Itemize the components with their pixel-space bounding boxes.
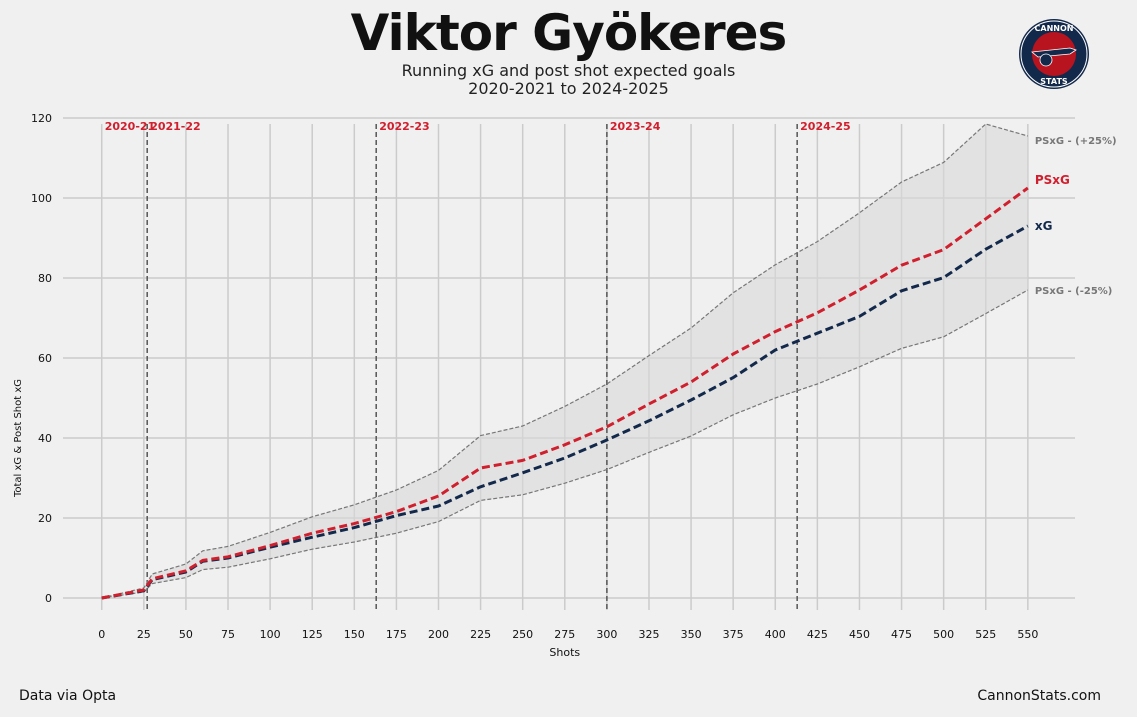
y-tick-label: 100 bbox=[31, 192, 52, 205]
psxg-label: PSxG bbox=[1035, 173, 1070, 187]
x-tick-label: 50 bbox=[179, 628, 193, 641]
psxg-line bbox=[101, 186, 1029, 600]
chart-date-range: 2020-2021 to 2024-2025 bbox=[468, 79, 669, 98]
x-tick-label: 500 bbox=[933, 628, 954, 641]
season-label: 2023-24 bbox=[610, 120, 661, 133]
x-tick-label: 525 bbox=[975, 628, 996, 641]
x-tick-label: 325 bbox=[638, 628, 659, 641]
y-tick-label: 120 bbox=[31, 112, 52, 125]
x-tick-label: 200 bbox=[428, 628, 449, 641]
x-tick-label: 300 bbox=[596, 628, 617, 641]
x-tick-label: 350 bbox=[681, 628, 702, 641]
season-label: 2024-25 bbox=[800, 120, 851, 133]
psxg-lower-label: PSxG - (-25%) bbox=[1035, 286, 1113, 297]
chart-subtitle: Running xG and post shot expected goals bbox=[401, 61, 736, 80]
y-tick-label: 20 bbox=[38, 512, 52, 525]
x-tick-label: 450 bbox=[849, 628, 870, 641]
season-label: 2022-23 bbox=[379, 120, 430, 133]
x-tick-label: 275 bbox=[554, 628, 575, 641]
season-label: 2021-22 bbox=[150, 120, 201, 133]
x-tick-label: 75 bbox=[221, 628, 235, 641]
y-axis-label: Total xG & Post Shot xG bbox=[13, 379, 24, 498]
y-tick-label: 80 bbox=[38, 272, 52, 285]
x-tick-label: 100 bbox=[260, 628, 281, 641]
logo-text-top: CANNON bbox=[1035, 24, 1074, 33]
x-tick-label: 425 bbox=[807, 628, 828, 641]
site-credit: CannonStats.com bbox=[977, 688, 1101, 704]
axis-labels: 0 25 50 75 100 125 150 175 200 225 250 275 300 325 350… bbox=[13, 112, 1038, 659]
series-lines bbox=[101, 123, 1029, 600]
x-tick-label: 0 bbox=[98, 628, 105, 641]
series-labels: PSxG - (+25%) PSxG xG PSxG - (-25%) bbox=[1035, 136, 1117, 297]
psxg-range-fill bbox=[101, 124, 1028, 598]
x-tick-label: 375 bbox=[723, 628, 744, 641]
x-axis-label: Shots bbox=[549, 646, 580, 659]
psxg-upper-label: PSxG - (+25%) bbox=[1035, 136, 1117, 147]
x-tick-label: 475 bbox=[891, 628, 912, 641]
season-label: 2020-21 bbox=[105, 120, 156, 133]
chart-title: Viktor Gyökeres bbox=[350, 4, 788, 62]
y-tick-label: 40 bbox=[38, 432, 52, 445]
y-tick-label: 0 bbox=[45, 592, 52, 605]
y-tick-label: 60 bbox=[38, 352, 52, 365]
psxg-band bbox=[101, 124, 1028, 598]
x-tick-label: 550 bbox=[1017, 628, 1038, 641]
x-tick-label: 225 bbox=[470, 628, 491, 641]
x-tick-label: 150 bbox=[344, 628, 365, 641]
cannon-stats-logo: CANNON STATS bbox=[1019, 19, 1089, 89]
data-source-note: Data via Opta bbox=[19, 688, 117, 704]
x-tick-label: 400 bbox=[765, 628, 786, 641]
psxg-lower-line bbox=[101, 289, 1029, 599]
x-tick-label: 250 bbox=[512, 628, 533, 641]
x-tick-label: 125 bbox=[302, 628, 323, 641]
x-tick-label: 175 bbox=[386, 628, 407, 641]
psxg-upper-line bbox=[101, 123, 1029, 599]
xg-label: xG bbox=[1035, 219, 1053, 233]
logo-text-bottom: STATS bbox=[1040, 77, 1068, 86]
x-tick-label: 25 bbox=[137, 628, 151, 641]
